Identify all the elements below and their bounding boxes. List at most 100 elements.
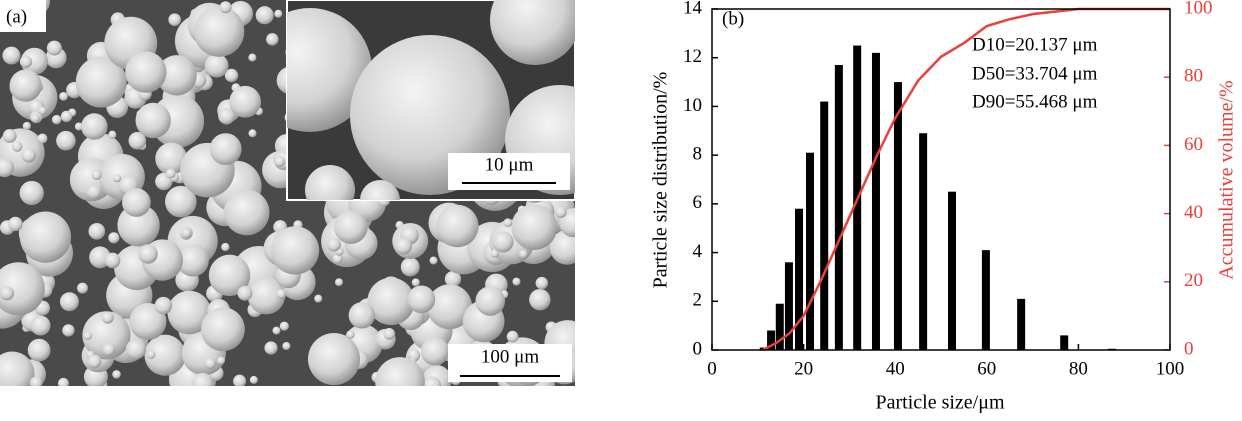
x-tick-label: 20 bbox=[794, 358, 813, 379]
particle bbox=[395, 237, 413, 255]
particle bbox=[0, 286, 15, 301]
particle bbox=[237, 285, 253, 301]
annotation: D10=20.137 μm bbox=[972, 34, 1098, 55]
particle bbox=[164, 185, 197, 218]
bar bbox=[919, 133, 928, 350]
particle bbox=[279, 321, 289, 331]
particle bbox=[200, 307, 245, 352]
particle bbox=[147, 350, 156, 359]
particle bbox=[38, 106, 47, 115]
particle bbox=[276, 289, 286, 299]
particle bbox=[62, 324, 75, 337]
particle bbox=[334, 210, 368, 244]
annotation: D90=55.468 μm bbox=[972, 91, 1098, 112]
particle bbox=[31, 114, 40, 123]
particle bbox=[224, 68, 239, 83]
particle bbox=[375, 357, 425, 386]
particle bbox=[19, 180, 44, 206]
particle bbox=[229, 85, 262, 118]
particle bbox=[407, 285, 436, 314]
scale-label: 100 μm bbox=[481, 346, 539, 367]
bar bbox=[820, 101, 829, 350]
plot-frame bbox=[711, 8, 1171, 351]
particle bbox=[490, 0, 575, 65]
y-axis-label: Particle size distribution/% bbox=[650, 72, 672, 289]
particle bbox=[429, 256, 438, 265]
particle bbox=[282, 342, 291, 351]
particle bbox=[248, 53, 257, 62]
particle bbox=[287, 8, 372, 132]
bar bbox=[784, 262, 793, 350]
particle bbox=[422, 376, 442, 386]
particle bbox=[208, 254, 251, 297]
particle bbox=[104, 252, 121, 269]
particle bbox=[218, 107, 236, 125]
particle bbox=[176, 244, 209, 277]
particle bbox=[8, 216, 23, 232]
sem-image: (a) 10 μm 100 μm bbox=[0, 0, 576, 386]
particle bbox=[492, 231, 514, 253]
particle bbox=[2, 129, 17, 143]
x-tick-label: 60 bbox=[977, 358, 996, 379]
particle bbox=[0, 351, 35, 386]
particle bbox=[113, 174, 122, 183]
particle bbox=[512, 277, 521, 286]
bar bbox=[1017, 298, 1026, 350]
particle bbox=[274, 9, 283, 18]
particle bbox=[135, 102, 171, 139]
y-tick-label: 10 bbox=[683, 95, 702, 116]
particle bbox=[383, 328, 396, 340]
particle bbox=[367, 277, 415, 326]
bar bbox=[981, 250, 990, 350]
particle bbox=[88, 222, 106, 240]
particle bbox=[209, 133, 242, 166]
particle bbox=[167, 290, 212, 335]
particle bbox=[101, 311, 114, 324]
particle bbox=[46, 40, 62, 56]
particle bbox=[122, 188, 151, 217]
scale-label: 10 μm bbox=[485, 154, 534, 175]
particle bbox=[59, 292, 79, 312]
x-tick-label: 40 bbox=[886, 358, 905, 379]
particle bbox=[266, 33, 279, 46]
y2-tick-label: 20 bbox=[1184, 270, 1203, 291]
particle bbox=[360, 180, 400, 200]
particle bbox=[503, 218, 513, 227]
y-tick-label: 12 bbox=[683, 46, 702, 67]
particle bbox=[156, 55, 197, 96]
y2-tick-label: 60 bbox=[1184, 134, 1203, 155]
particle bbox=[518, 249, 528, 259]
particle bbox=[22, 121, 31, 130]
y2-tick-label: 40 bbox=[1184, 202, 1203, 223]
particle bbox=[204, 357, 216, 370]
particle bbox=[233, 374, 247, 386]
bar bbox=[893, 82, 902, 351]
y-tick-label: 6 bbox=[693, 192, 703, 213]
x-tick-label: 100 bbox=[1156, 358, 1185, 379]
particle bbox=[125, 51, 167, 93]
particle bbox=[506, 330, 519, 343]
particle bbox=[108, 232, 120, 244]
particle bbox=[0, 262, 45, 316]
particle bbox=[168, 13, 182, 27]
particle bbox=[91, 169, 102, 181]
particle bbox=[334, 278, 343, 287]
particle bbox=[56, 130, 76, 151]
particle bbox=[21, 147, 36, 163]
particle bbox=[83, 331, 93, 340]
particle bbox=[9, 69, 42, 102]
particle bbox=[165, 168, 176, 179]
particle bbox=[125, 339, 147, 360]
particle bbox=[348, 302, 376, 329]
particle bbox=[144, 334, 186, 376]
particle bbox=[549, 229, 575, 265]
particle bbox=[420, 337, 450, 366]
particle bbox=[11, 141, 23, 152]
particle bbox=[255, 6, 274, 25]
bar bbox=[947, 191, 956, 350]
particle bbox=[129, 302, 167, 341]
y2-tick-label: 80 bbox=[1184, 66, 1203, 87]
particle bbox=[307, 333, 361, 386]
particle bbox=[112, 370, 121, 379]
particle bbox=[346, 330, 355, 339]
